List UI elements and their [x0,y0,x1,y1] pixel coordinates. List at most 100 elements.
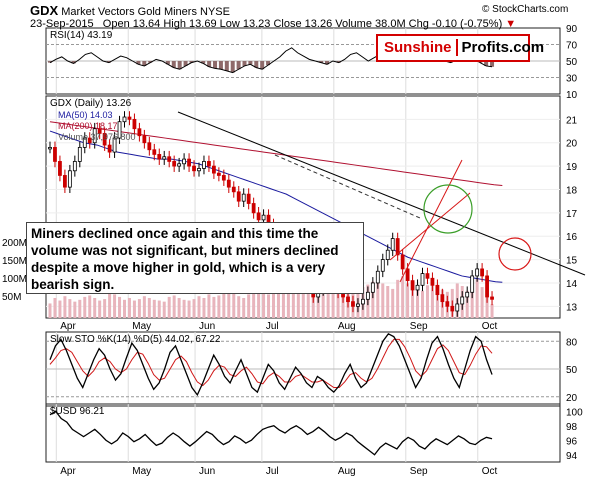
volume-bar [113,294,117,318]
volume-tick-label: 50M [2,292,21,303]
usd-tick-label: 100 [566,407,583,418]
month-label-bottom: Aug [338,466,356,477]
volume-bar [63,296,67,318]
volume-bar [232,293,236,318]
volume-bar [306,286,310,318]
volume-bar [321,292,325,318]
volume-label: Volume [335,18,372,30]
price-candle [351,301,355,307]
price-candle [122,116,127,123]
price-candle [92,128,97,144]
volume-bar [272,288,276,318]
logo-part-profits: Profits.com [455,39,545,56]
volume-bar [276,290,280,318]
volume-bar [485,296,489,318]
volume-bar [157,300,161,318]
logo-part-sunshine: Sunshine [384,39,452,56]
usd-title: $USD 96.21 [50,406,105,417]
analysis-annotation: Miners declined once again and this time… [26,222,364,294]
price-candle [67,170,72,188]
price-tick-label: 13 [566,302,578,313]
dashed-trendline [274,154,421,219]
price-candle [167,156,172,162]
red-channel-line [399,159,463,283]
volume-bar [212,296,216,318]
legend-ma200: MA(200) 18.17 [58,121,118,131]
volume-bar [58,300,62,318]
price-tick-label: 18 [566,185,578,196]
chg-label: Chg [408,18,429,30]
price-candle [346,296,350,303]
price-candle [112,137,117,153]
month-label-bottom: Jun [199,466,215,477]
volume-bar [470,285,474,318]
volume-bar [142,296,146,318]
copyright-notice: © StockCharts.com [482,4,569,15]
price-candle [212,165,216,174]
volume-bar [217,295,221,318]
price-candle [395,238,400,256]
volume-bar [490,304,494,318]
price-candle [261,214,266,221]
volume-bar [301,283,305,318]
price-candle [361,298,365,305]
month-label: May [132,321,151,332]
sto-title: Slow STO %K(14) %D(5) 44.02, 67.22 [50,334,221,345]
price-candle [440,294,445,303]
volume-bar [147,298,151,318]
price-tick-label: 17 [566,209,578,220]
volume-bar [391,288,395,318]
price-candle [470,275,475,293]
price-candle [480,268,485,277]
month-label: Apr [60,321,76,332]
volume-bar [98,300,102,318]
high-value: 13.69 [189,18,217,30]
volume-tick-label: 200M [2,238,27,249]
price-candle [390,238,395,251]
volume-bar [182,299,186,318]
sto-d-line [49,338,493,388]
volume-bar [430,281,434,318]
price-candle [450,305,455,312]
volume-bar [207,294,211,318]
price-candle [256,212,261,221]
price-candle [162,156,167,160]
price-candle [187,158,191,167]
sto-tick-label: 50 [566,365,578,376]
sto-tick-label: 80 [566,337,578,348]
price-candle [246,193,251,204]
volume-bar [123,299,127,318]
volume-bar [331,285,335,318]
price-candle [485,275,489,298]
green-highlight-circle [423,184,473,234]
volume-bar [68,299,72,318]
usd-tick-label: 94 [566,451,578,462]
volume-bar [127,298,131,318]
price-candle [157,154,162,160]
volume-bar [257,289,261,318]
volume-bar [53,298,57,318]
volume-bar [78,299,82,318]
volume-bar [227,290,231,318]
price-candle [127,116,132,120]
open-value: 13.64 [132,18,161,30]
exchange-name: NYSE [200,6,230,18]
red-channel-line [389,192,471,261]
volume-bar [411,287,415,318]
price-candle [182,158,187,165]
price-candle [152,149,157,155]
volume-bar [396,279,400,318]
volume-bar [247,294,251,318]
rsi-tick-label: 90 [566,24,578,35]
price-tick-label: 19 [566,162,578,173]
volume-bar [152,299,156,318]
volume-bar [137,299,141,318]
month-label: Jul [266,321,279,332]
volume-bar [93,298,97,318]
volume-value: 38.0M [375,18,406,30]
price-candle [107,144,112,153]
resistance-trendline [177,111,586,276]
volume-bar [242,298,246,318]
volume-bar [286,285,290,318]
volume-bar [435,287,439,318]
